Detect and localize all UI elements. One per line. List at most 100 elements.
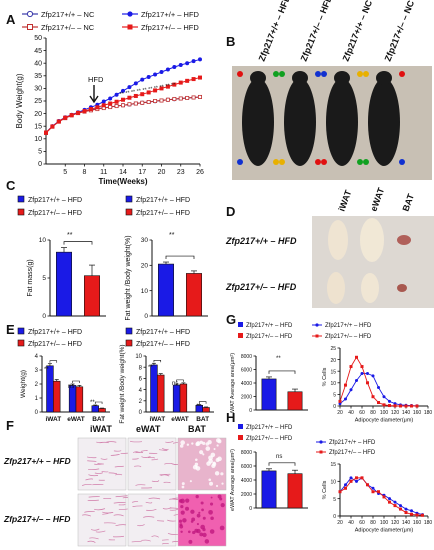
y-axis-label: Fat weight /Body weight(%) [119, 344, 126, 423]
data-point [82, 109, 87, 114]
panel-g-area-chart: 0 2000 4000 6000 8000 iWAT Average area(μm²) [230, 353, 308, 414]
data-point [165, 67, 170, 72]
x-tick-label: 140 [402, 520, 411, 526]
tissue-cell [219, 525, 225, 531]
tissue-cell [208, 478, 212, 482]
data-point [404, 511, 408, 515]
tissue-stroke [163, 481, 171, 484]
sig-bracket [94, 401, 103, 404]
data-point [387, 497, 391, 501]
data-point [382, 495, 386, 499]
tissue-cell [181, 485, 185, 489]
data-point [178, 80, 183, 85]
tissue-stroke [87, 460, 97, 462]
panel-h-sig: ns [276, 454, 282, 460]
tissue-stroke [95, 530, 106, 533]
y-tick-label: 6 [139, 377, 143, 383]
tissue-cell [180, 505, 184, 509]
bar [53, 380, 61, 413]
x-tick-label: 20 [337, 410, 343, 416]
data-point [365, 372, 369, 376]
legend-c2-wt: Zfp217+/+ – HFD [136, 197, 190, 204]
data-point [185, 78, 190, 83]
tissue-cell [216, 444, 219, 447]
tissue-cell [210, 496, 213, 499]
panel-e1-sig-ewat: ns [68, 384, 74, 390]
tissue-stroke [106, 441, 117, 443]
panel-f-col-ewat: eWAT [136, 424, 161, 434]
tissue-ewat-wt [360, 218, 384, 262]
y-tick-label: 15 [34, 123, 42, 130]
paw-marker [363, 159, 369, 165]
tissue-stroke [161, 448, 169, 450]
tissue-stroke [88, 474, 99, 477]
x-tick-label: 40 [348, 520, 354, 526]
panel-d-row-wt: Zfp217+/+ – HFD [225, 236, 297, 246]
x-tick-label: 160 [413, 520, 422, 526]
tissue-cell [209, 481, 214, 486]
tissue-bat-het [397, 284, 407, 292]
y-axis-label: % Cells [322, 480, 328, 499]
y-tick-label: 10 [330, 381, 336, 387]
tissue-stroke [162, 507, 172, 510]
tissue-cell [202, 453, 205, 456]
bar [55, 251, 72, 317]
y-tick-label: 45 [34, 48, 42, 55]
y-tick-label: 10 [330, 480, 336, 486]
paw-marker [315, 159, 321, 165]
data-point [420, 513, 424, 517]
panel-letter-h: H [226, 410, 235, 425]
photo-label-2: Zfp217+/– – HFD [299, 0, 335, 63]
mouse-body [284, 78, 316, 166]
data-point [354, 476, 358, 480]
tissue-cell [178, 519, 183, 523]
tissue-stroke [143, 516, 155, 518]
y-tick-label: 4 [35, 354, 39, 360]
y-tick-label: 0 [42, 313, 46, 320]
y-tick-label: 15 [330, 369, 336, 375]
tissue-stroke [102, 513, 109, 515]
mouse-head [334, 71, 350, 85]
y-tick-label: 2000 [241, 395, 252, 401]
tissue-cell [181, 482, 185, 486]
data-point [191, 77, 196, 82]
data-point [404, 404, 408, 408]
tissue-ewat-het [361, 273, 379, 303]
legend-g2-het: Zfp217+/– – HFD [325, 334, 372, 340]
data-point [172, 82, 177, 87]
x-tick-label: 20 [158, 169, 166, 176]
sig-bracket [176, 379, 184, 382]
x-tick-label: iWAT [45, 416, 61, 423]
y-tick-label: 6000 [241, 368, 252, 374]
y-tick-label: 5 [42, 275, 46, 282]
tissue-cell [220, 503, 225, 508]
x-tick-label: 80 [370, 410, 376, 416]
y-tick-label: 0 [249, 408, 252, 414]
data-point [159, 70, 164, 75]
tissue-stroke [87, 499, 99, 501]
tissue-cell [212, 462, 217, 467]
y-axis-label: Weight(g) [20, 370, 27, 398]
y-tick-label: 20 [330, 358, 336, 364]
y-tick-label: 25 [34, 98, 42, 105]
legend-a-wt-nc: Zfp217+/+ – NC [41, 10, 95, 19]
tissue-stroke [115, 524, 126, 527]
y-tick-label: 35 [34, 73, 42, 80]
data-point [365, 381, 369, 385]
bar [261, 378, 277, 411]
data-point [121, 97, 126, 102]
tissue-stroke [115, 473, 123, 476]
panel-b-photo: Zfp217+/+ – HFD Zfp217+/– – HFD Zfp217+/… [232, 0, 432, 180]
legend-c2-het: Zfp217+/– – HFD [136, 210, 190, 217]
tissue-stroke [113, 535, 124, 538]
panel-d-col-iwat: iWAT [336, 188, 353, 212]
data-point [197, 94, 202, 99]
panel-letter-g: G [226, 312, 236, 327]
tissue-cell [213, 448, 216, 451]
y-tick-label: 4 [139, 388, 143, 394]
tissue-cell [199, 532, 204, 537]
photo-label-1: Zfp217+/+ – HFD [257, 0, 293, 63]
x-tick-label: 26 [196, 169, 204, 176]
series-line [339, 477, 423, 516]
tissue-cell [201, 508, 204, 512]
